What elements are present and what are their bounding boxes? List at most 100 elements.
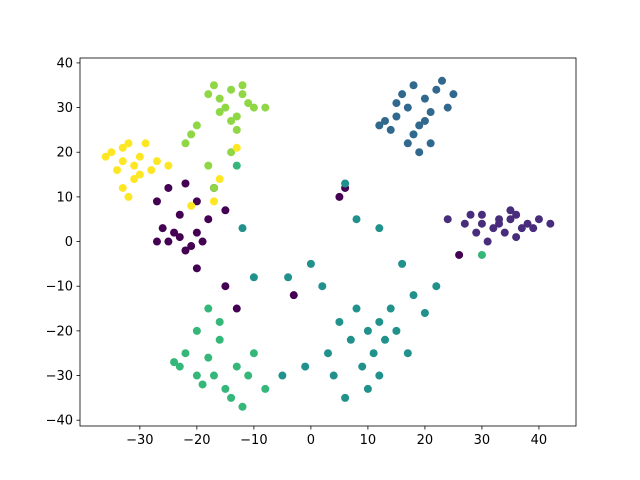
point (386, 125, 395, 134)
point (244, 99, 253, 108)
point (284, 273, 293, 282)
point (363, 326, 372, 335)
point (506, 215, 515, 224)
point (278, 371, 287, 380)
y-tick-label: 10 (56, 190, 73, 205)
point (107, 148, 116, 157)
point (124, 192, 133, 201)
point (215, 317, 224, 326)
point (375, 224, 384, 233)
point (534, 215, 543, 224)
point (244, 371, 253, 380)
point (420, 116, 429, 125)
point (301, 362, 310, 371)
point (170, 358, 179, 367)
point (363, 384, 372, 393)
point (130, 175, 139, 184)
point (512, 233, 521, 242)
point (546, 219, 555, 228)
point (152, 237, 161, 246)
point (192, 228, 201, 237)
point (135, 152, 144, 161)
point (381, 335, 390, 344)
point (232, 304, 241, 313)
point (443, 215, 452, 224)
point (335, 192, 344, 201)
point (443, 103, 452, 112)
point (409, 81, 418, 90)
point (164, 161, 173, 170)
point (352, 215, 361, 224)
point (227, 85, 236, 94)
y-tick-label: −40 (46, 414, 73, 429)
point (232, 143, 241, 152)
point (204, 90, 213, 99)
point (489, 224, 498, 233)
point (187, 130, 196, 139)
point (477, 219, 486, 228)
point (529, 224, 538, 233)
point (324, 349, 332, 358)
point (392, 99, 401, 108)
point (409, 291, 418, 300)
point (209, 183, 218, 192)
point (181, 246, 190, 255)
point (346, 335, 355, 344)
point (170, 228, 179, 237)
point (495, 215, 504, 224)
point (181, 349, 190, 358)
point (124, 139, 133, 148)
x-tick-label: 30 (474, 433, 491, 448)
point (341, 393, 350, 402)
point (118, 157, 127, 166)
x-tick-label: −30 (126, 433, 153, 448)
point (238, 90, 247, 99)
point (232, 112, 241, 121)
point (187, 242, 196, 251)
point (204, 353, 213, 362)
y-tick-label: 0 (65, 235, 73, 250)
point (500, 228, 509, 237)
point (118, 183, 127, 192)
point (403, 349, 412, 358)
point (221, 103, 230, 112)
point (460, 219, 469, 228)
point (466, 210, 475, 219)
point (209, 371, 218, 380)
point (420, 309, 429, 318)
point (289, 291, 298, 300)
point (175, 210, 184, 219)
point (192, 121, 201, 130)
point (147, 166, 156, 175)
point (477, 250, 486, 259)
x-tick-label: 0 (307, 433, 315, 448)
point (192, 197, 201, 206)
point (175, 362, 184, 371)
point (204, 215, 213, 224)
y-tick-label: 40 (56, 56, 73, 71)
point (192, 264, 201, 273)
point (215, 175, 224, 184)
point (477, 210, 486, 219)
point (352, 304, 361, 313)
point (232, 362, 241, 371)
point (375, 121, 384, 130)
point (381, 116, 390, 125)
point (215, 94, 224, 103)
point (403, 103, 412, 112)
y-tick-label: −10 (46, 280, 73, 295)
point (135, 170, 144, 179)
point (238, 81, 247, 90)
point (523, 219, 532, 228)
point (158, 224, 167, 233)
point (341, 179, 350, 188)
point (238, 224, 247, 233)
point (152, 157, 161, 166)
point (232, 161, 241, 170)
point (204, 304, 213, 313)
point (329, 371, 338, 380)
point (392, 326, 401, 335)
point (198, 380, 207, 389)
y-tick-label: −20 (46, 324, 73, 339)
x-tick-label: 40 (531, 433, 548, 448)
